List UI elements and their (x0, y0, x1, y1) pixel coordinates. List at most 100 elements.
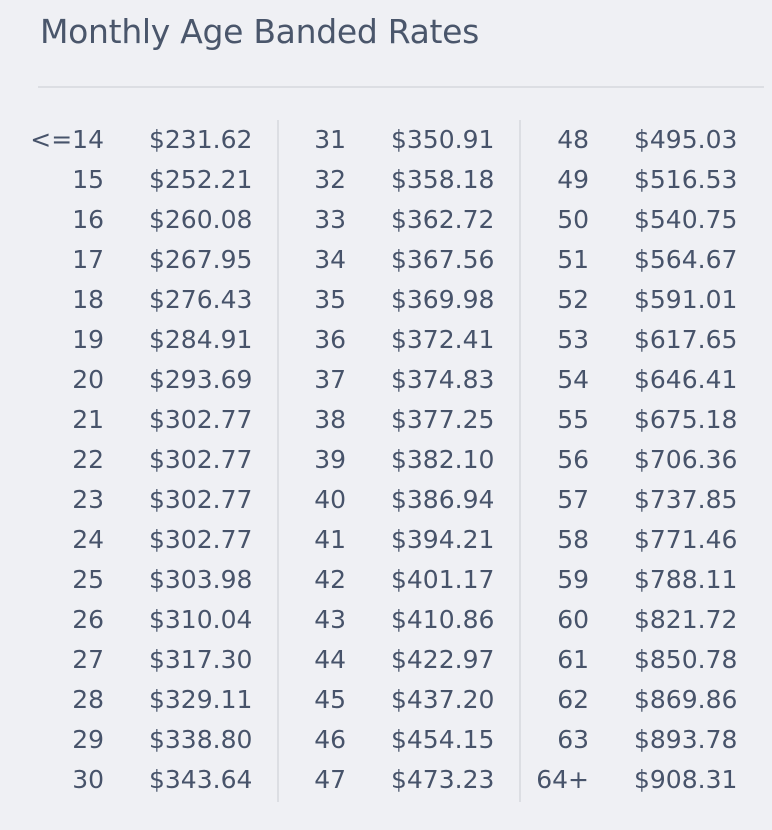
monthly-rate: $252.21 (149, 165, 253, 194)
monthly-rate: $821.72 (634, 605, 738, 634)
rate-row: 41 $394.21 (0, 520, 494, 560)
monthly-rate: $302.77 (149, 445, 253, 474)
age-band: 50 (557, 205, 589, 234)
monthly-rate: $338.80 (149, 725, 253, 754)
monthly-rate: $850.78 (634, 645, 738, 674)
age-band: 35 (314, 285, 346, 314)
age-band: 45 (314, 685, 346, 714)
rate-row: 57 $737.85 (0, 480, 737, 520)
monthly-rate: $401.17 (391, 565, 495, 594)
rate-row: 17 $267.95 (0, 240, 252, 280)
monthly-rate: $267.95 (149, 245, 253, 274)
monthly-rate: $369.98 (391, 285, 495, 314)
age-band: 32 (314, 165, 346, 194)
monthly-rate: $675.18 (634, 405, 738, 434)
rate-row: 51 $564.67 (0, 240, 737, 280)
column-divider (519, 120, 521, 802)
monthly-rate: $617.65 (634, 325, 738, 354)
monthly-rate: $350.91 (391, 125, 495, 154)
age-band: 64+ (536, 765, 589, 794)
monthly-rate: $454.15 (391, 725, 495, 754)
monthly-rate: $495.03 (634, 125, 738, 154)
rate-row: 26 $310.04 (0, 600, 252, 640)
monthly-rate: $303.98 (149, 565, 253, 594)
age-band: 59 (557, 565, 589, 594)
age-band: 48 (557, 125, 589, 154)
monthly-rate: $358.18 (391, 165, 495, 194)
monthly-rate: $410.86 (391, 605, 495, 634)
monthly-rate: $437.20 (391, 685, 495, 714)
monthly-rate: $646.41 (634, 365, 738, 394)
rate-row: 31 $350.91 (0, 120, 494, 160)
monthly-rate: $377.25 (391, 405, 495, 434)
age-band: 61 (557, 645, 589, 674)
monthly-rate: $329.11 (149, 685, 253, 714)
age-band: 21 (72, 405, 104, 434)
rate-row: 28 $329.11 (0, 680, 252, 720)
age-band: 46 (314, 725, 346, 754)
rate-row: 39 $382.10 (0, 440, 494, 480)
rate-row: 22 $302.77 (0, 440, 252, 480)
rate-row: 53 $617.65 (0, 320, 737, 360)
rate-row: 59 $788.11 (0, 560, 737, 600)
rate-row: 36 $372.41 (0, 320, 494, 360)
monthly-rate: $516.53 (634, 165, 738, 194)
rate-row: 62 $869.86 (0, 680, 737, 720)
monthly-rate: $374.83 (391, 365, 495, 394)
age-band: 19 (72, 325, 104, 354)
rate-row: 30 $343.64 (0, 760, 252, 800)
rate-row: 54 $646.41 (0, 360, 737, 400)
rate-row: 37 $374.83 (0, 360, 494, 400)
monthly-rate: $382.10 (391, 445, 495, 474)
age-band: 41 (314, 525, 346, 554)
monthly-rate: $908.31 (634, 765, 738, 794)
rate-row: <=14 $231.62 (0, 120, 252, 160)
monthly-rate: $564.67 (634, 245, 738, 274)
monthly-rate: $422.97 (391, 645, 495, 674)
rate-row: 45 $437.20 (0, 680, 494, 720)
rate-row: 20 $293.69 (0, 360, 252, 400)
rate-row: 40 $386.94 (0, 480, 494, 520)
age-band: 25 (72, 565, 104, 594)
age-band: 38 (314, 405, 346, 434)
age-band: 63 (557, 725, 589, 754)
monthly-rate: $473.23 (391, 765, 495, 794)
rate-row: 44 $422.97 (0, 640, 494, 680)
monthly-rate: $302.77 (149, 485, 253, 514)
age-band: 36 (314, 325, 346, 354)
age-band: 40 (314, 485, 346, 514)
monthly-rate: $302.77 (149, 525, 253, 554)
rate-row: 29 $338.80 (0, 720, 252, 760)
rate-row: 16 $260.08 (0, 200, 252, 240)
monthly-rate: $284.91 (149, 325, 253, 354)
rate-row: 27 $317.30 (0, 640, 252, 680)
monthly-rate: $788.11 (634, 565, 738, 594)
rate-row: 33 $362.72 (0, 200, 494, 240)
age-band: 22 (72, 445, 104, 474)
age-band: 23 (72, 485, 104, 514)
rate-row: 35 $369.98 (0, 280, 494, 320)
rate-row: 38 $377.25 (0, 400, 494, 440)
age-band: 34 (314, 245, 346, 274)
monthly-rate: $367.56 (391, 245, 495, 274)
rate-row: 32 $358.18 (0, 160, 494, 200)
monthly-rate: $771.46 (634, 525, 738, 554)
rate-row: 56 $706.36 (0, 440, 737, 480)
monthly-rate: $293.69 (149, 365, 253, 394)
age-band: 43 (314, 605, 346, 634)
rate-row: 43 $410.86 (0, 600, 494, 640)
monthly-rate: $706.36 (634, 445, 738, 474)
age-band: <=14 (30, 125, 104, 154)
monthly-rate: $893.78 (634, 725, 738, 754)
age-band: 60 (557, 605, 589, 634)
rate-row: 50 $540.75 (0, 200, 737, 240)
rate-row: 15 $252.21 (0, 160, 252, 200)
rate-row: 55 $675.18 (0, 400, 737, 440)
age-band: 51 (557, 245, 589, 274)
rate-row: 52 $591.01 (0, 280, 737, 320)
monthly-rate: $310.04 (149, 605, 253, 634)
rate-row: 61 $850.78 (0, 640, 737, 680)
rate-row: 60 $821.72 (0, 600, 737, 640)
monthly-rate: $372.41 (391, 325, 495, 354)
age-band: 27 (72, 645, 104, 674)
